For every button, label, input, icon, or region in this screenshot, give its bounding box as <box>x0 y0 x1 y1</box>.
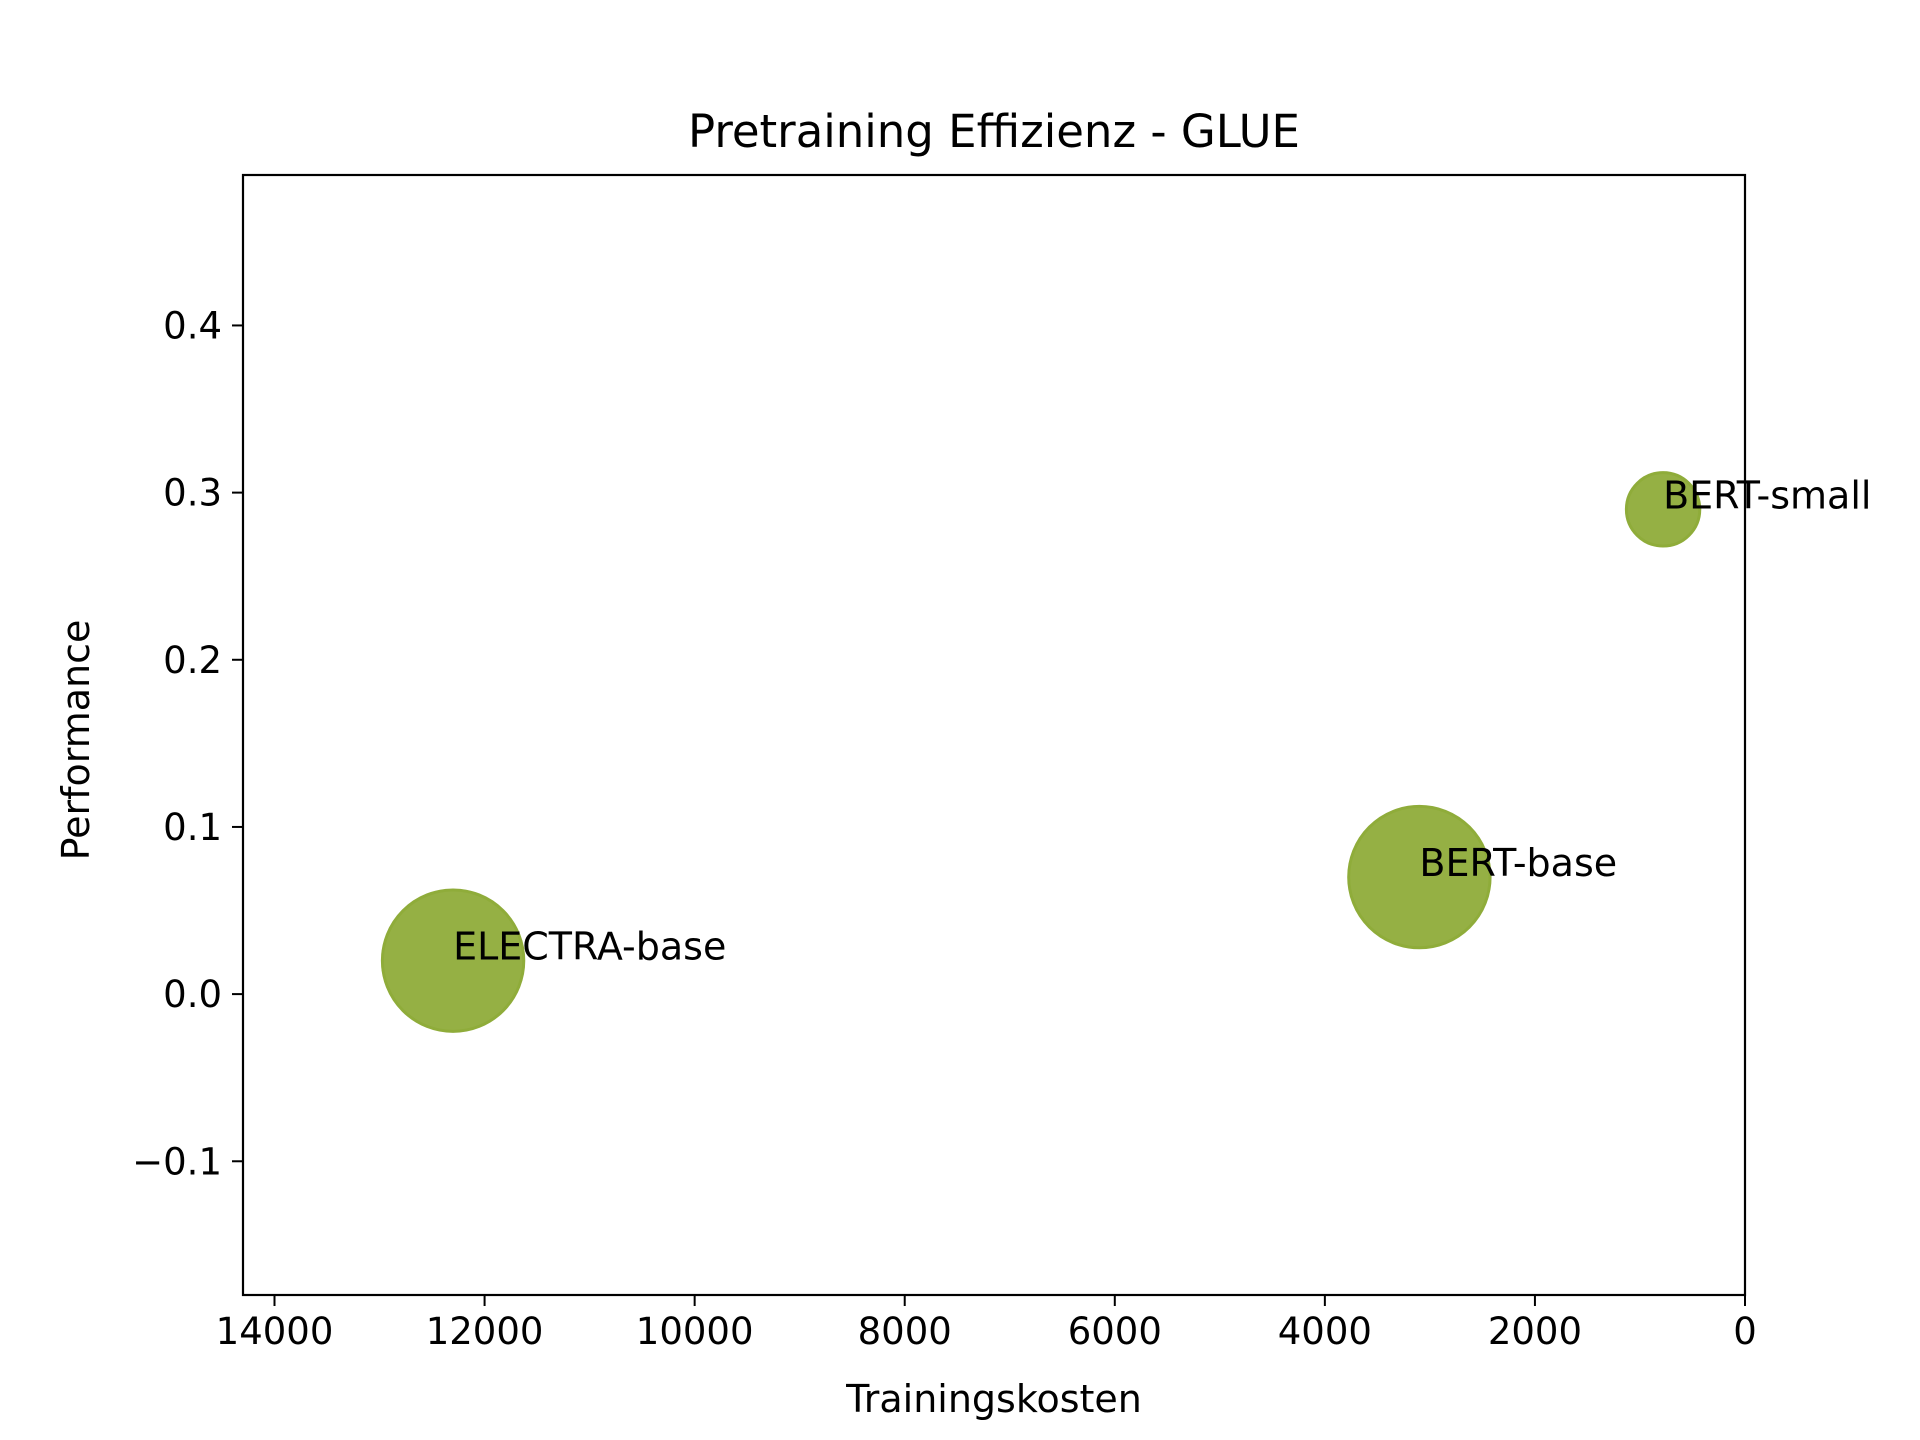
y-axis-label: Performance <box>54 620 98 861</box>
plot-frame <box>241 173 1747 1297</box>
x-tick-label: 2000 <box>1488 1310 1582 1353</box>
x-tick-label: 10000 <box>636 1310 754 1353</box>
y-axis-ticks: −0.1 0.0 0.1 0.2 0.3 0.4 <box>132 304 243 1183</box>
x-tick-label: 8000 <box>858 1310 952 1353</box>
point-bert-base <box>1347 804 1492 950</box>
y-tick-label: 0.3 <box>163 472 222 515</box>
x-tick-label: 4000 <box>1278 1310 1372 1353</box>
point-labels: ELECTRA-base BERT-base BERT-small <box>453 473 1871 968</box>
x-tick-label: 6000 <box>1068 1310 1162 1353</box>
x-tick-label: 14000 <box>216 1310 334 1353</box>
point-bert-small <box>1624 471 1702 548</box>
y-tick-label: 0.1 <box>163 806 222 849</box>
point-electra-base <box>380 888 526 1033</box>
y-tick-label: 0.4 <box>163 304 222 347</box>
y-tick-label: −0.1 <box>132 1140 222 1183</box>
point-label-bert-small: BERT-small <box>1663 473 1871 517</box>
chart-title: Pretraining Effizienz - GLUE <box>688 105 1300 158</box>
x-axis-ticks: 14000 12000 10000 8000 6000 4000 2000 0 <box>216 1295 1757 1353</box>
x-tick-label: 12000 <box>426 1310 544 1353</box>
y-tick-label: 0.2 <box>163 639 222 682</box>
y-tick-label: 0.0 <box>163 973 222 1016</box>
x-axis-label: Trainingskosten <box>845 1377 1142 1421</box>
point-label-bert-base: BERT-base <box>1419 841 1617 885</box>
point-label-electra-base: ELECTRA-base <box>453 925 726 969</box>
x-tick-label: 0 <box>1733 1310 1757 1353</box>
data-points <box>380 471 1702 1033</box>
